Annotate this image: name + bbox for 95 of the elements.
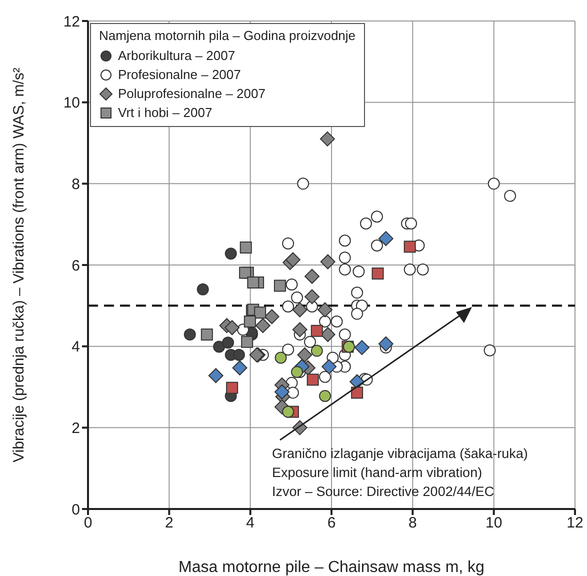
point	[292, 322, 308, 338]
point	[378, 231, 394, 246]
point	[232, 360, 248, 376]
point	[310, 344, 323, 357]
legend-label: Arborikultura – 2007	[118, 48, 236, 63]
x-tick-label: 0	[84, 514, 92, 532]
y-tick-label: 4	[72, 338, 80, 356]
point	[304, 268, 320, 284]
point	[306, 374, 319, 386]
legend-label: Poluprofesionalne – 2007	[118, 86, 266, 101]
x-tick-label: 12	[566, 514, 584, 532]
point	[291, 292, 304, 304]
point	[254, 306, 266, 319]
x-tick-label: 2	[164, 514, 174, 532]
point	[370, 239, 383, 252]
point	[338, 234, 351, 247]
x-axis-title: Masa motorne pile – Chainsaw mass m, kg	[178, 559, 484, 576]
point	[404, 240, 416, 253]
point	[241, 336, 254, 348]
legend-label: Vrt i hobi – 2007	[118, 105, 212, 120]
point	[416, 263, 429, 276]
point	[222, 336, 234, 349]
x-tick-label: 8	[408, 514, 417, 532]
annotation: Granično izlaganje vibracijama (šaka-ruka)	[272, 445, 528, 463]
y-tick-label: 6	[72, 257, 80, 274]
point	[484, 344, 496, 356]
point	[351, 286, 364, 299]
point	[244, 316, 256, 328]
annotation: Izvor – Source: Directive 2002/44/EC	[272, 483, 496, 501]
point	[184, 328, 196, 341]
point	[224, 320, 240, 336]
point	[319, 370, 332, 383]
point	[330, 316, 343, 328]
x-tick-label: 6	[327, 514, 336, 532]
y-tick-label: 0	[72, 501, 80, 518]
point	[310, 324, 323, 337]
point	[318, 302, 333, 318]
point	[282, 237, 294, 250]
point	[255, 318, 270, 334]
point	[247, 276, 260, 288]
point	[292, 302, 308, 318]
annotation: Exposure limit (hand-arm vibration)	[272, 464, 484, 482]
y-axis-title: Vibracije (prednja ručka) – Vibrations (front arm) WAS, m/s²	[10, 68, 28, 462]
point	[320, 131, 335, 146]
point	[352, 266, 365, 278]
y-tick-label: 10	[63, 94, 80, 112]
point	[274, 280, 286, 292]
point	[354, 340, 370, 356]
point	[322, 359, 337, 374]
point	[356, 300, 368, 312]
point	[274, 352, 287, 364]
point	[372, 268, 384, 280]
point	[196, 283, 209, 296]
point	[338, 263, 351, 276]
point	[338, 328, 351, 341]
point	[320, 327, 336, 342]
point	[304, 289, 320, 304]
point	[405, 218, 418, 230]
point	[282, 300, 294, 312]
point	[213, 340, 226, 353]
point	[338, 252, 351, 264]
point	[226, 382, 238, 394]
point	[286, 278, 298, 291]
point	[320, 254, 336, 270]
point	[282, 344, 294, 356]
point	[378, 336, 394, 352]
point	[264, 309, 280, 324]
point	[351, 308, 364, 320]
point	[285, 252, 300, 268]
point	[504, 190, 516, 202]
point	[297, 347, 312, 362]
y-tick-label: 12	[63, 13, 80, 30]
point	[319, 316, 332, 328]
y-tick-label: 8	[72, 176, 80, 193]
point	[240, 242, 252, 254]
point	[351, 386, 364, 399]
point	[232, 348, 245, 361]
point	[488, 178, 500, 190]
point	[239, 266, 252, 279]
point	[282, 406, 294, 418]
point	[319, 390, 332, 402]
point	[200, 328, 213, 341]
x-tick-label: 4	[246, 514, 255, 532]
y-tick-label: 2	[72, 420, 80, 437]
point	[208, 368, 224, 384]
point	[274, 384, 290, 400]
point	[304, 336, 316, 348]
point	[224, 248, 237, 260]
point	[370, 210, 383, 223]
point	[297, 178, 310, 190]
x-tick-label: 10	[485, 514, 502, 532]
legend-label: Profesionalne – 2007	[118, 67, 241, 82]
point	[360, 218, 372, 230]
point	[404, 263, 416, 276]
legend-title: Namjena motornih pila – Godina proizvodnje	[99, 28, 356, 43]
